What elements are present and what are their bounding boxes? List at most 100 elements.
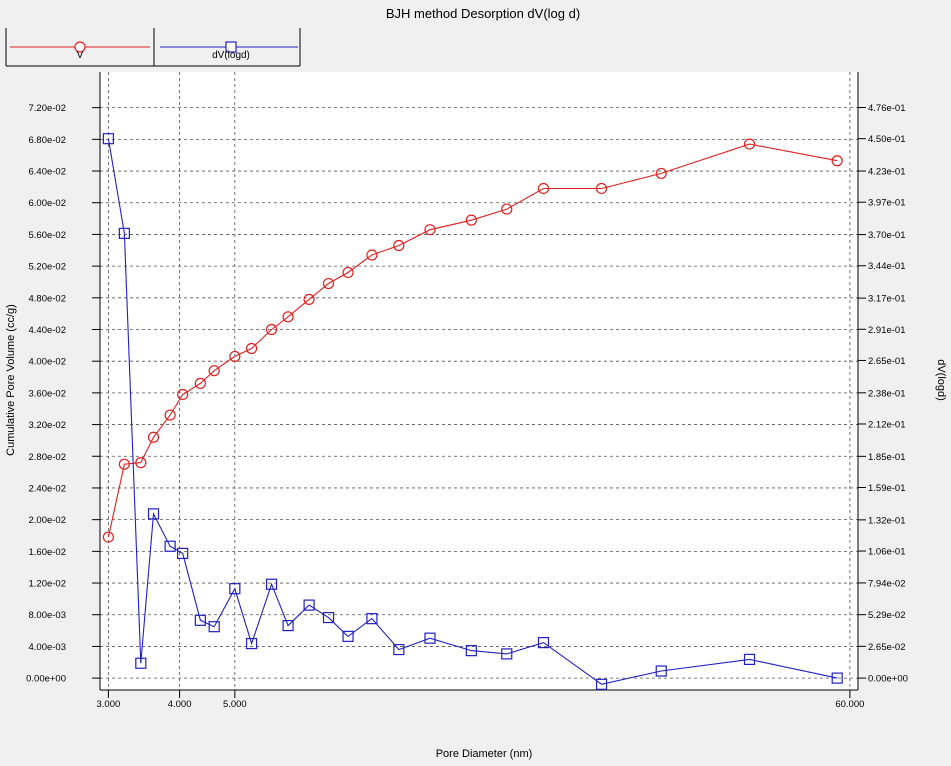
legend-marker-v: [74, 41, 86, 53]
y-tick-label: 7.20e-02: [28, 103, 66, 114]
data-point: [743, 138, 756, 150]
data-point: [393, 643, 405, 656]
data-point: [655, 167, 667, 180]
data-point: [303, 293, 315, 305]
y-tick-label: 0.00e+00: [26, 674, 66, 685]
data-point: [245, 342, 258, 355]
data-point: [177, 388, 189, 401]
data-point: [147, 431, 160, 443]
y-tick-label: 6.80e-02: [28, 135, 66, 146]
data-point: [135, 657, 147, 669]
data-point: [164, 540, 176, 552]
data-point: [424, 224, 436, 236]
y2-tick-label: 1.59e-01: [868, 483, 906, 494]
data-point: [366, 613, 378, 625]
data-point: [655, 665, 667, 677]
data-point: [265, 578, 278, 590]
y2-tick-label: 0.00e+00: [868, 674, 908, 685]
y2-axis-label: dV(logd): [935, 359, 947, 401]
data-point: [102, 133, 114, 145]
data-point: [342, 630, 354, 642]
data-point: [537, 182, 550, 195]
y2-tick-label: 1.32e-01: [868, 515, 906, 526]
y2-tick-label: 2.65e-02: [868, 642, 906, 653]
x-tick-label: 3.000: [97, 699, 121, 710]
data-point: [118, 458, 130, 470]
plot-area: [100, 72, 858, 690]
x-tick-label: 60.000: [835, 699, 864, 710]
data-point: [282, 311, 294, 323]
legend: V dV(logd): [5, 28, 301, 67]
data-point: [245, 637, 258, 650]
data-point: [282, 619, 294, 632]
legend-label-v: V: [77, 50, 84, 61]
data-point: [743, 653, 756, 665]
data-point: [164, 409, 176, 421]
y2-tick-label: 4.76e-01: [868, 103, 906, 114]
y2-tick-label: 2.91e-01: [868, 325, 906, 336]
data-point: [102, 531, 114, 543]
y2-tick-label: 2.65e-01: [868, 356, 906, 367]
y-tick-label: 1.20e-02: [28, 579, 66, 590]
data-point: [177, 547, 189, 560]
y-tick-label: 1.60e-02: [28, 547, 66, 558]
y2-tick-label: 5.29e-02: [868, 610, 906, 621]
data-point: [393, 239, 405, 252]
legend-marker-dvlogd: [225, 41, 237, 53]
data-point: [208, 621, 220, 633]
y-tick-label: 4.00e-03: [28, 642, 66, 653]
data-point: [265, 323, 278, 336]
y2-tick-label: 3.70e-01: [868, 230, 906, 241]
y-tick-label: 2.00e-02: [28, 515, 66, 526]
y2-tick-label: 2.38e-01: [868, 388, 906, 399]
y2-tick-label: 4.50e-01: [868, 134, 906, 145]
series-line: [107, 143, 838, 538]
data-point: [501, 648, 513, 660]
y-tick-label: 5.60e-02: [28, 230, 66, 241]
x-tick-label: 4.000: [168, 699, 192, 710]
legend-entry-dvlogd[interactable]: dV(logd): [160, 41, 298, 61]
data-point: [537, 637, 550, 649]
data-point: [229, 583, 241, 595]
y-tick-label: 4.40e-02: [28, 325, 66, 336]
y-tick-label: 2.80e-02: [28, 452, 66, 463]
data-point: [229, 350, 241, 363]
data-point: [147, 508, 160, 520]
title-bar: [0, 0, 951, 26]
y2-tick-label: 3.97e-01: [868, 198, 906, 209]
data-point: [322, 277, 335, 290]
axes: 0.00e+00 4.00e-03 8.00e-03 1.20e-02 1.60e-02…: [26, 72, 908, 710]
legend-label-dvlogd: dV(logd): [212, 50, 250, 61]
grid: [100, 72, 858, 690]
x-axis-label: Pore Diameter (nm): [436, 748, 533, 760]
y-tick-label: 8.00e-03: [28, 610, 66, 621]
y2-tick-label: 7.94e-02: [868, 578, 906, 589]
data-point: [322, 611, 335, 624]
data-point: [501, 203, 513, 215]
data-point: [465, 214, 477, 226]
legend-entry-v[interactable]: V: [10, 41, 150, 61]
data-point: [831, 672, 843, 684]
y2-tick-label: 1.85e-01: [868, 452, 906, 463]
y-tick-label: 6.00e-02: [28, 198, 66, 209]
data-point: [118, 227, 130, 239]
y-tick-label: 2.40e-02: [28, 483, 66, 494]
y-tick-label: 3.60e-02: [28, 388, 66, 399]
data-point: [208, 365, 220, 377]
series-v: [102, 138, 843, 543]
data-point: [465, 645, 477, 657]
y-tick-label: 4.80e-02: [28, 293, 66, 304]
y2-tick-label: 1.06e-01: [868, 547, 906, 558]
data-point: [135, 457, 147, 469]
y2-tick-label: 3.44e-01: [868, 261, 906, 272]
y-tick-label: 5.20e-02: [28, 262, 66, 273]
data-point: [194, 377, 206, 389]
series-layer: [102, 133, 843, 690]
data-point: [342, 266, 354, 279]
data-point: [303, 599, 315, 611]
x-tick-label: 5.000: [223, 699, 247, 710]
y-tick-label: 4.00e-02: [28, 357, 66, 368]
y-tick-label: 3.20e-02: [28, 420, 66, 431]
